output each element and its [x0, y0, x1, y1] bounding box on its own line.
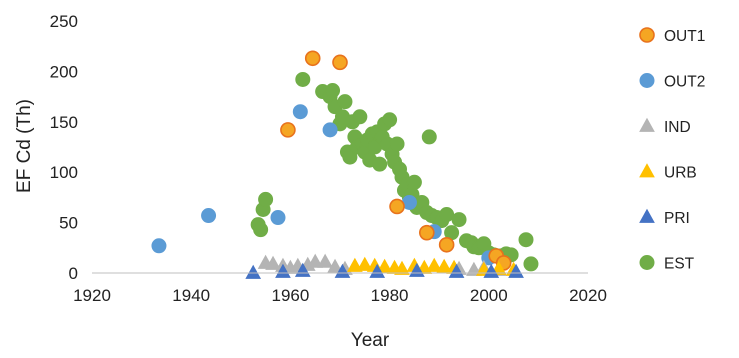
data-point-pri — [369, 263, 386, 278]
x-axis-label: Year — [351, 330, 390, 351]
data-point-out1 — [280, 122, 296, 138]
legend-label: PRI — [664, 210, 690, 227]
legend-marker-ind — [639, 117, 655, 132]
y-tick-label: 250 — [50, 12, 78, 31]
x-tick-label: 1980 — [371, 286, 409, 305]
data-point-est — [406, 174, 422, 190]
data-point-pri — [275, 263, 291, 278]
data-point-est — [337, 94, 353, 110]
data-point-est — [295, 71, 311, 87]
data-point-urb — [394, 260, 410, 275]
y-tick-label: 100 — [50, 163, 78, 182]
y-tick-label: 150 — [50, 113, 78, 132]
data-point-est — [325, 83, 341, 99]
data-point-pri — [508, 263, 524, 278]
data-point-est — [258, 191, 274, 207]
data-point-out1 — [332, 54, 348, 71]
data-point-est — [253, 222, 269, 238]
data-point-ind — [317, 253, 333, 268]
data-point-est — [342, 149, 358, 165]
data-point-est — [389, 136, 405, 152]
data-point-est — [421, 129, 437, 145]
data-point-out1 — [304, 50, 321, 67]
x-tick-label: 1940 — [172, 286, 210, 305]
data-point-urb — [426, 257, 443, 272]
data-point-est — [352, 109, 368, 125]
legend: OUT1 OUT2 IND URB PRI EST — [639, 27, 705, 273]
data-point-urb — [356, 256, 373, 271]
data-point-est — [439, 207, 455, 223]
legend-marker-urb — [639, 163, 655, 178]
data-point-urb — [436, 258, 453, 273]
data-point-est — [372, 156, 388, 172]
data-point-out2 — [201, 208, 217, 224]
y-tick-label: 0 — [69, 264, 78, 283]
data-point-urb — [376, 258, 393, 273]
data-point-pri — [448, 263, 465, 278]
legend-marker-est — [639, 255, 655, 270]
data-point-ind — [265, 255, 281, 270]
x-tick-label: 2000 — [470, 286, 508, 305]
data-point-pri — [334, 263, 351, 278]
data-point-out1 — [389, 198, 405, 215]
data-point-out2 — [151, 238, 167, 254]
data-marks — [151, 50, 539, 279]
data-point-ind — [327, 258, 343, 273]
legend-marker-out1 — [639, 27, 655, 43]
legend-label: OUT2 — [664, 74, 705, 91]
x-tick-label: 1920 — [73, 286, 111, 305]
data-point-out2 — [292, 104, 308, 120]
axes: 0 50 100 150 200 250 1920 1940 1960 1980 2000 2020 — [50, 12, 607, 305]
legend-marker-out2 — [639, 73, 655, 88]
data-point-est — [523, 256, 539, 272]
data-point-out2 — [270, 210, 286, 226]
y-axis-label: EF Cd (Th) — [14, 99, 35, 193]
data-point-out1 — [418, 224, 435, 241]
x-tick-label: 1960 — [271, 286, 309, 305]
data-point-urb — [347, 257, 363, 272]
data-point-est — [518, 232, 534, 248]
legend-label: URB — [664, 165, 697, 182]
legend-label: IND — [664, 119, 691, 136]
legend-label: OUT1 — [664, 28, 705, 45]
x-tick-label: 2020 — [569, 286, 607, 305]
y-tick-label: 50 — [59, 214, 78, 233]
legend-label: EST — [664, 256, 695, 273]
data-point-out2 — [322, 122, 338, 138]
data-point-ind — [307, 253, 324, 268]
y-tick-label: 200 — [50, 62, 78, 81]
data-point-pri — [245, 264, 262, 279]
data-point-pri — [483, 263, 500, 278]
data-point-out1 — [438, 236, 455, 253]
data-point-est — [382, 112, 398, 128]
legend-marker-pri — [639, 208, 655, 223]
data-point-est — [451, 212, 467, 228]
